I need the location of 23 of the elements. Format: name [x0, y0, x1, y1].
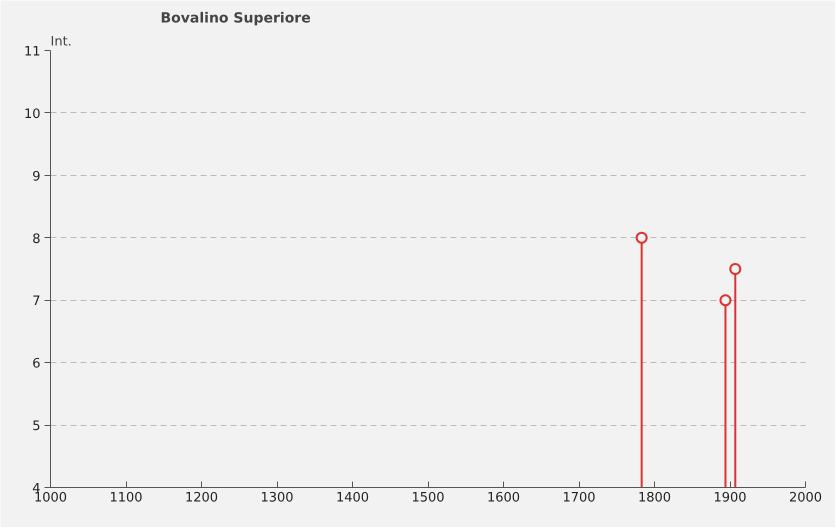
x-tick-label: 1200 — [184, 490, 218, 506]
x-tick-label: 1700 — [562, 490, 596, 506]
y-tick-label: 11 — [24, 44, 41, 60]
x-tick-label: 1000 — [34, 490, 68, 506]
chart-title: Bovalino Superiore — [160, 10, 311, 26]
y-tick-label: 7 — [32, 294, 41, 310]
x-tick-label: 1500 — [411, 490, 445, 506]
x-tick-label: 1100 — [109, 490, 143, 506]
y-tick-label: 9 — [32, 169, 41, 184]
point — [636, 232, 648, 244]
x-tick-label: 2000 — [788, 490, 822, 506]
x-tick-label: 1600 — [486, 490, 520, 506]
point — [719, 294, 732, 306]
x-tick-label: 1300 — [260, 490, 294, 506]
y-axis-title: Int. — [50, 34, 72, 50]
x-tick-label: 1900 — [713, 490, 747, 506]
x-tick-label: 1800 — [638, 490, 672, 506]
y-tick-label: 6 — [32, 356, 41, 372]
y-tick-label: 5 — [32, 419, 41, 434]
y-tick-label: 8 — [32, 232, 41, 247]
x-tick-label: 1400 — [336, 490, 370, 506]
y-tick-label: 10 — [24, 106, 41, 122]
point — [729, 263, 742, 275]
